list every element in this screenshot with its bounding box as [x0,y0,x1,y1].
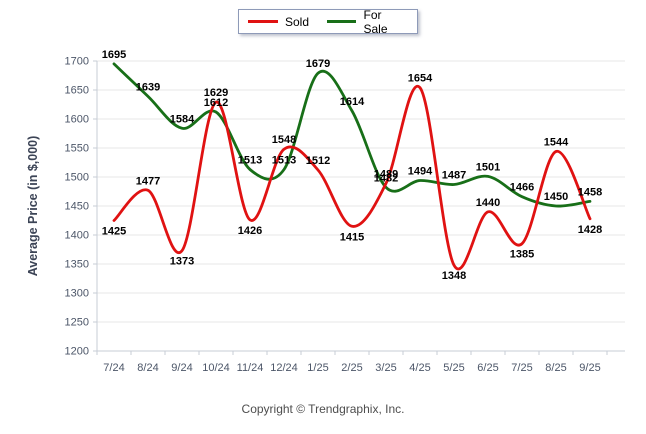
point-label: 1679 [306,58,330,70]
x-axis-label: 8/24 [137,362,158,374]
point-label: 1629 [204,87,228,99]
y-axis-title: Average Price (in $,000) [26,135,40,277]
point-label: 1477 [136,175,160,187]
y-tick-label: 1300 [65,288,89,300]
point-label: 1415 [340,231,364,243]
sold-line-swatch-icon [248,20,278,23]
legend-label-sold: Sold [285,14,310,29]
point-label: 1501 [476,161,500,173]
point-label: 1466 [510,182,534,194]
x-axis-label: 12/24 [270,362,298,374]
legend-item-for-sale: For Sale [327,8,408,36]
y-tick-label: 1600 [65,114,89,126]
point-label: 1440 [476,197,500,209]
point-label: 1348 [442,270,466,282]
y-tick-label: 1700 [65,56,89,68]
x-axis-label: 11/24 [237,362,264,374]
point-label: 1612 [204,97,228,109]
point-label: 1373 [170,256,194,268]
series-line-for-sale [112,62,592,208]
x-axis-label: 8/25 [545,362,566,374]
x-axis-label: 1/25 [307,362,328,374]
y-tick-label: 1200 [65,346,89,358]
x-axis-label: 7/24 [103,362,124,374]
x-axis-label: 3/25 [375,362,396,374]
point-label: 1450 [544,191,568,203]
x-axis-label: 10/24 [202,362,230,374]
copyright-text: Copyright © Trendgraphix, Inc. [241,402,405,416]
point-label: 1489 [374,168,398,180]
point-label: 1426 [238,225,262,237]
point-label: 1695 [102,49,126,61]
legend-label-for-sale: For Sale [363,7,388,36]
point-label: 1639 [136,81,160,93]
point-label: 1513 [272,154,296,166]
y-tick-label: 1650 [65,85,89,97]
point-label: 1544 [544,136,569,148]
y-tick-label: 1350 [65,259,89,271]
series-line-sold [112,84,592,271]
point-label: 1425 [102,226,126,238]
point-label: 1482 [374,172,398,184]
y-tick-label: 1450 [65,201,89,213]
x-axis-label: 2/25 [341,362,362,374]
x-axis-label: 9/24 [171,362,192,374]
point-label: 1458 [578,186,602,198]
point-label: 1512 [306,155,330,167]
x-axis-label: 6/25 [477,362,498,374]
point-label: 1654 [408,73,433,85]
y-tick-label: 1400 [65,230,89,242]
for-sale-line-swatch-icon [327,20,357,23]
y-tick-label: 1500 [65,172,89,184]
point-label: 1584 [170,113,195,125]
point-label: 1513 [238,154,262,166]
x-axis-label: 7/25 [511,362,532,374]
point-label: 1428 [578,224,602,236]
y-tick-label: 1250 [65,317,89,329]
point-label: 1487 [442,170,466,182]
legend: Sold For Sale [238,8,418,36]
x-axis-label: 4/25 [409,362,430,374]
point-label: 1548 [272,134,296,146]
x-axis-label: 5/25 [443,362,464,374]
point-label: 1494 [408,165,433,177]
point-label: 1614 [340,96,365,108]
point-label: 1385 [510,249,534,261]
legend-item-sold: Sold [248,15,309,29]
x-axis-label: 9/25 [579,362,600,374]
y-tick-label: 1550 [65,143,89,155]
